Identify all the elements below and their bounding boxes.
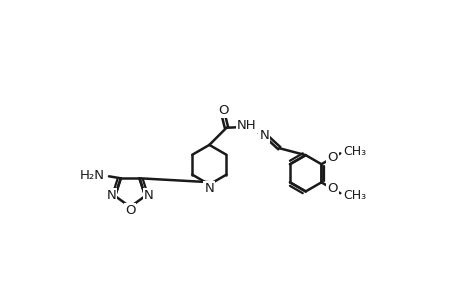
Text: O: O (327, 151, 337, 164)
Text: N: N (106, 189, 116, 202)
Text: NH: NH (237, 119, 256, 132)
Text: O: O (125, 204, 135, 218)
Text: CH₃: CH₃ (343, 189, 366, 202)
Text: N: N (144, 189, 153, 202)
Text: O: O (327, 182, 337, 195)
Text: CH₃: CH₃ (343, 145, 366, 158)
Text: H₂N: H₂N (79, 169, 104, 182)
Text: O: O (218, 104, 228, 117)
Text: N: N (204, 182, 214, 195)
Text: N: N (259, 129, 269, 142)
